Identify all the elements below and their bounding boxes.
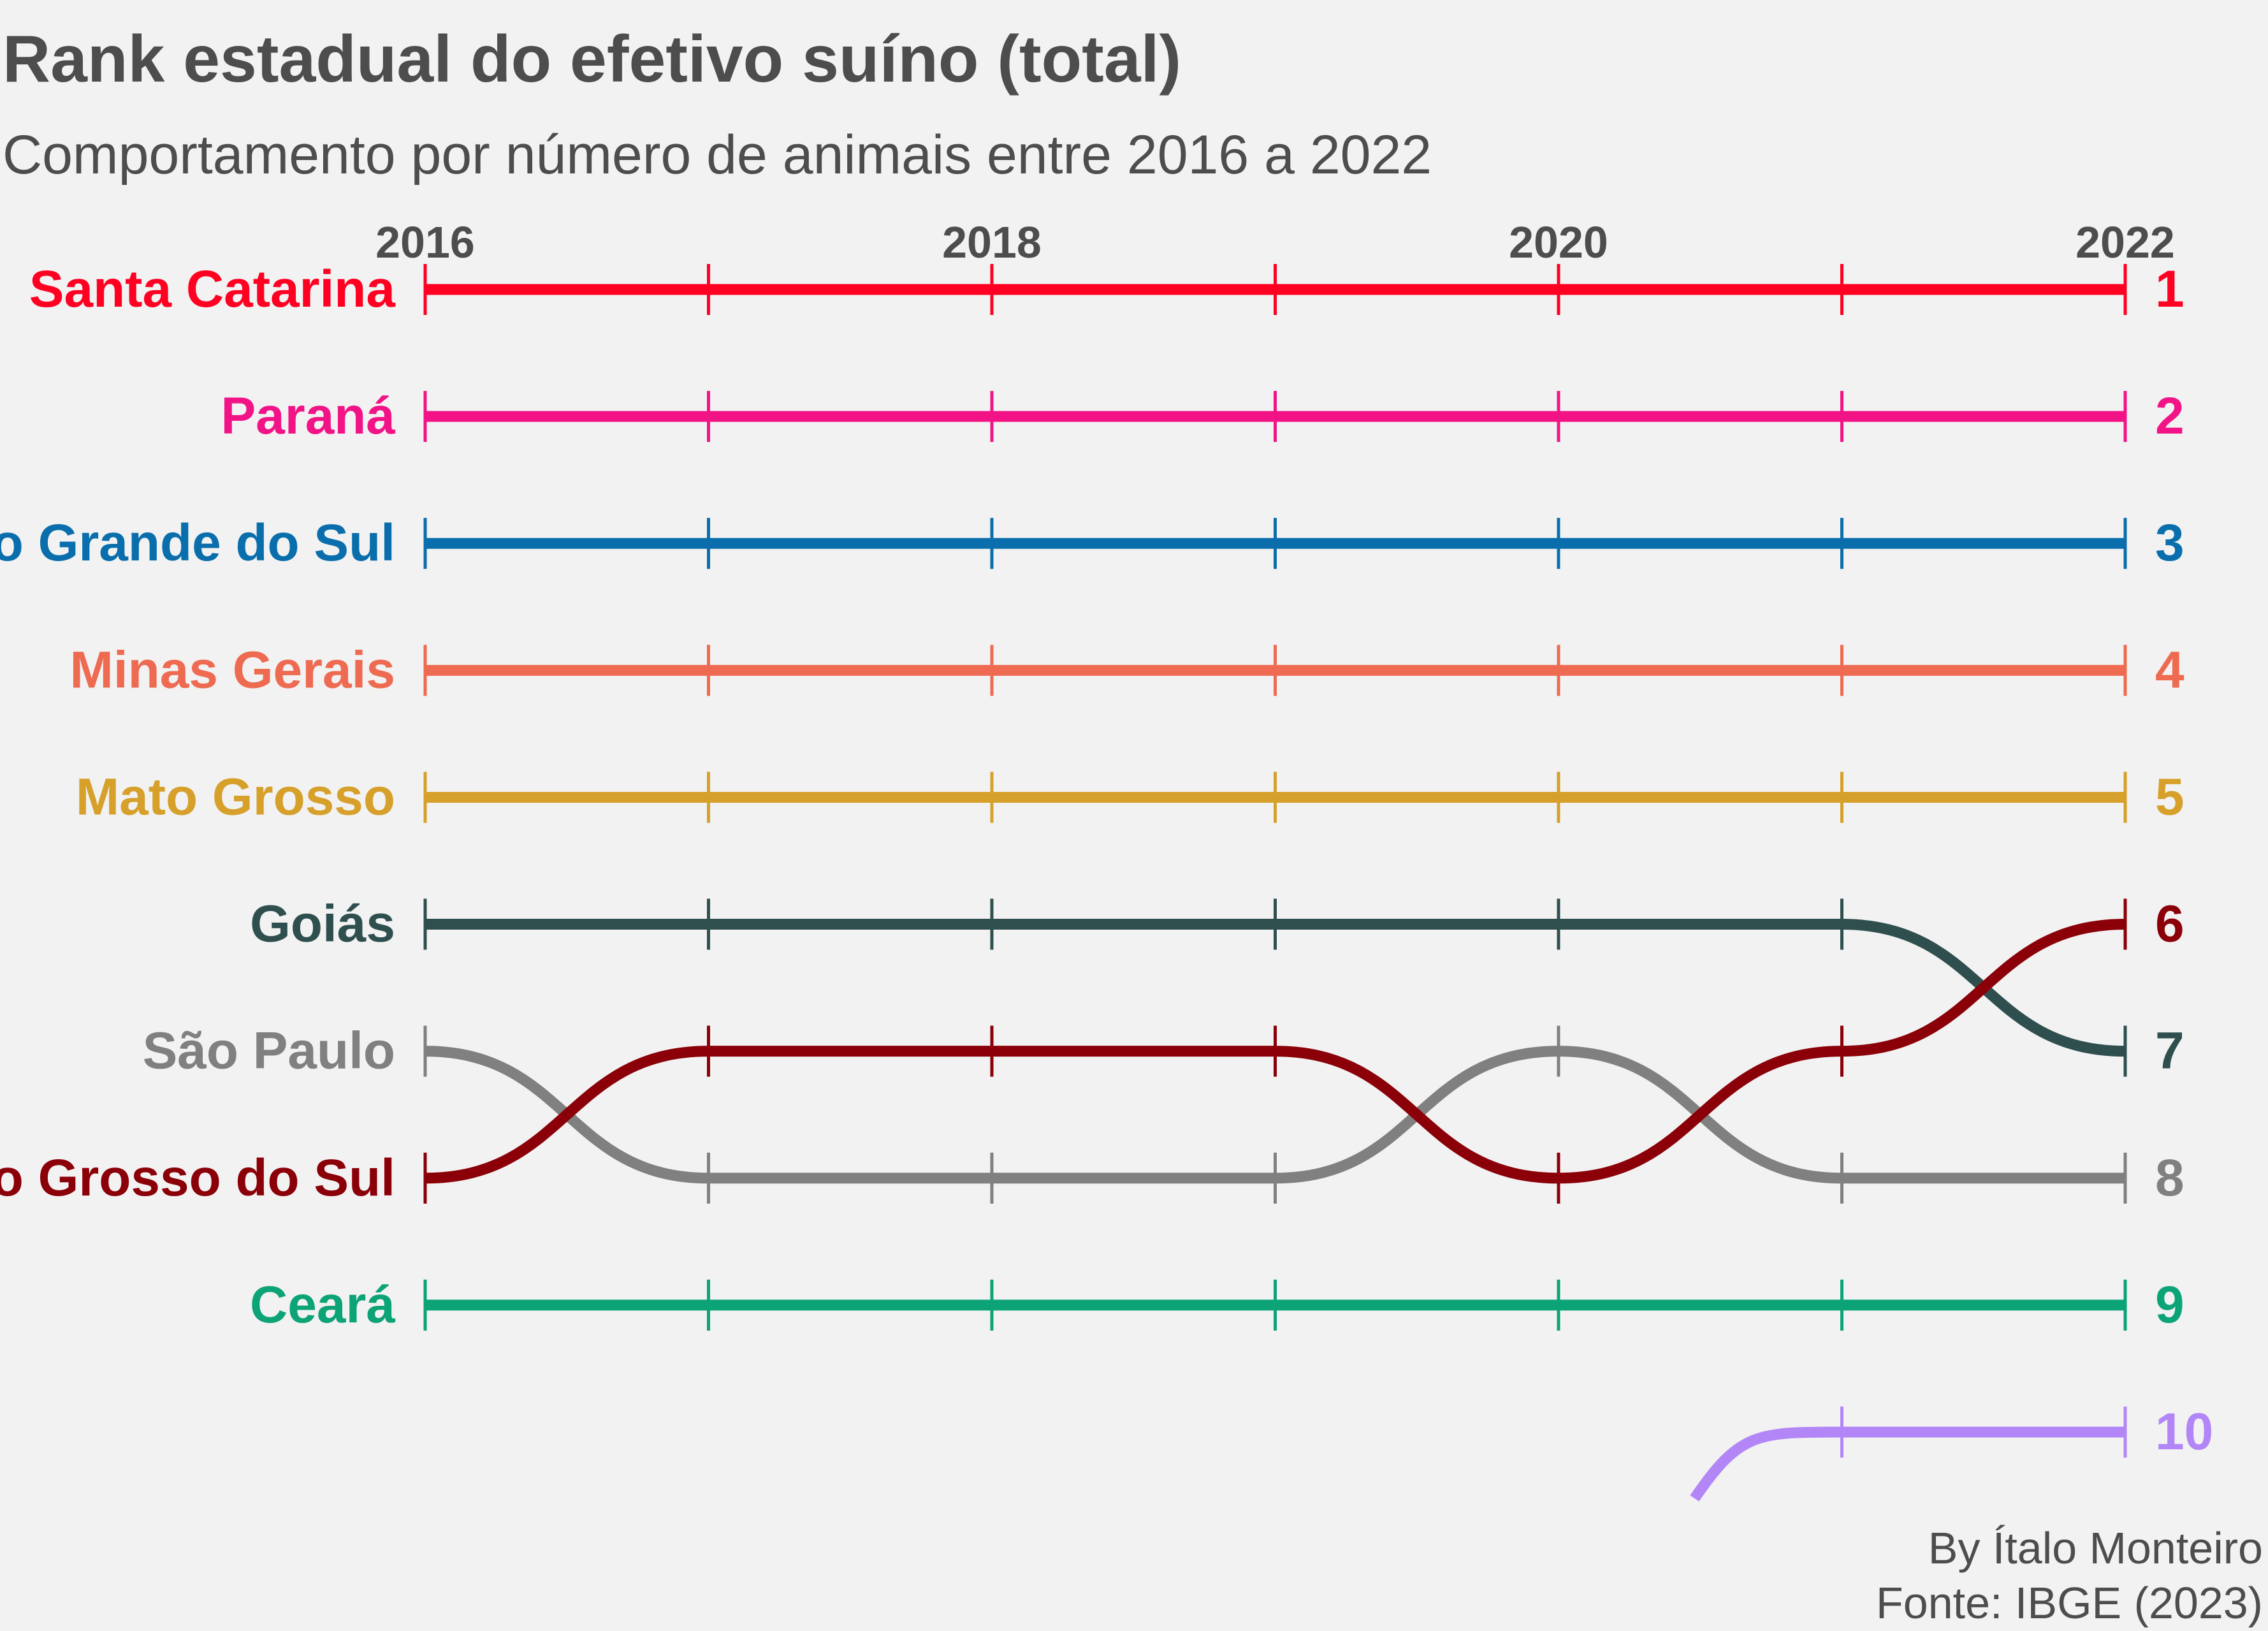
state-label-goias: Goiás	[250, 895, 395, 953]
series-mato-grosso-do-sul	[423, 898, 2127, 1204]
state-label-minas-gerais: Minas Gerais	[70, 641, 395, 699]
rank-labels: 1 2 3 4 5 6 7 8 9 10	[2155, 260, 2213, 1461]
series-sao-paulo	[423, 1025, 2127, 1204]
year-label-2016: 2016	[375, 217, 475, 267]
rank-label-4: 4	[2155, 641, 2184, 699]
rank-label-1: 1	[2155, 260, 2184, 318]
series-goias	[423, 898, 2127, 1077]
state-label-mato-grosso: Mato Grosso	[76, 768, 395, 826]
caption-author: By Ítalo Monteiro	[1928, 1523, 2263, 1573]
state-label-santa-catarina: Santa Catarina	[29, 260, 396, 318]
year-label-2020: 2020	[1509, 217, 1608, 267]
state-label-mato-grosso-do-sul: Mato Grosso do Sul	[0, 1149, 395, 1207]
rank-label-9: 9	[2155, 1276, 2184, 1334]
rank-label-2: 2	[2155, 387, 2184, 445]
series-rio-grande-do-sul	[423, 518, 2127, 569]
rank-label-10: 10	[2155, 1403, 2213, 1461]
chart-title: Rank estadual do efetivo suíno (total)	[3, 22, 1181, 96]
rank-label-8: 8	[2155, 1149, 2184, 1207]
series-layer	[423, 264, 2127, 1502]
series-ceara	[423, 1279, 2127, 1331]
year-axis: 2016 2018 2020 2022	[375, 217, 2175, 267]
series-parana	[423, 391, 2127, 442]
series-santa-catarina	[423, 264, 2127, 315]
year-label-2018: 2018	[942, 217, 1042, 267]
caption-source: Fonte: IBGE (2023)	[1876, 1578, 2263, 1628]
year-label-2022: 2022	[2075, 217, 2175, 267]
series-line-sao-paulo	[425, 1046, 2125, 1184]
state-label-ceara: Ceará	[250, 1276, 395, 1334]
state-labels: Santa Catarina Paraná Rio Grande do Sul Min…	[0, 260, 396, 1334]
rank-label-6: 6	[2155, 895, 2184, 953]
state-label-parana: Paraná	[221, 387, 395, 445]
rank-label-5: 5	[2155, 768, 2184, 826]
rank-label-3: 3	[2155, 514, 2184, 572]
rank-label-7: 7	[2155, 1022, 2184, 1080]
state-label-rio-grande-do-sul: Rio Grande do Sul	[0, 514, 395, 572]
state-label-sao-paulo: São Paulo	[143, 1022, 395, 1080]
series-line-series-10	[1690, 1426, 2125, 1502]
series-mato-grosso	[423, 772, 2127, 823]
series-minas-gerais	[423, 645, 2127, 696]
series-series-10	[1690, 1407, 2127, 1502]
chart-subtitle: Comportamento por número de animais entr…	[3, 124, 1432, 186]
